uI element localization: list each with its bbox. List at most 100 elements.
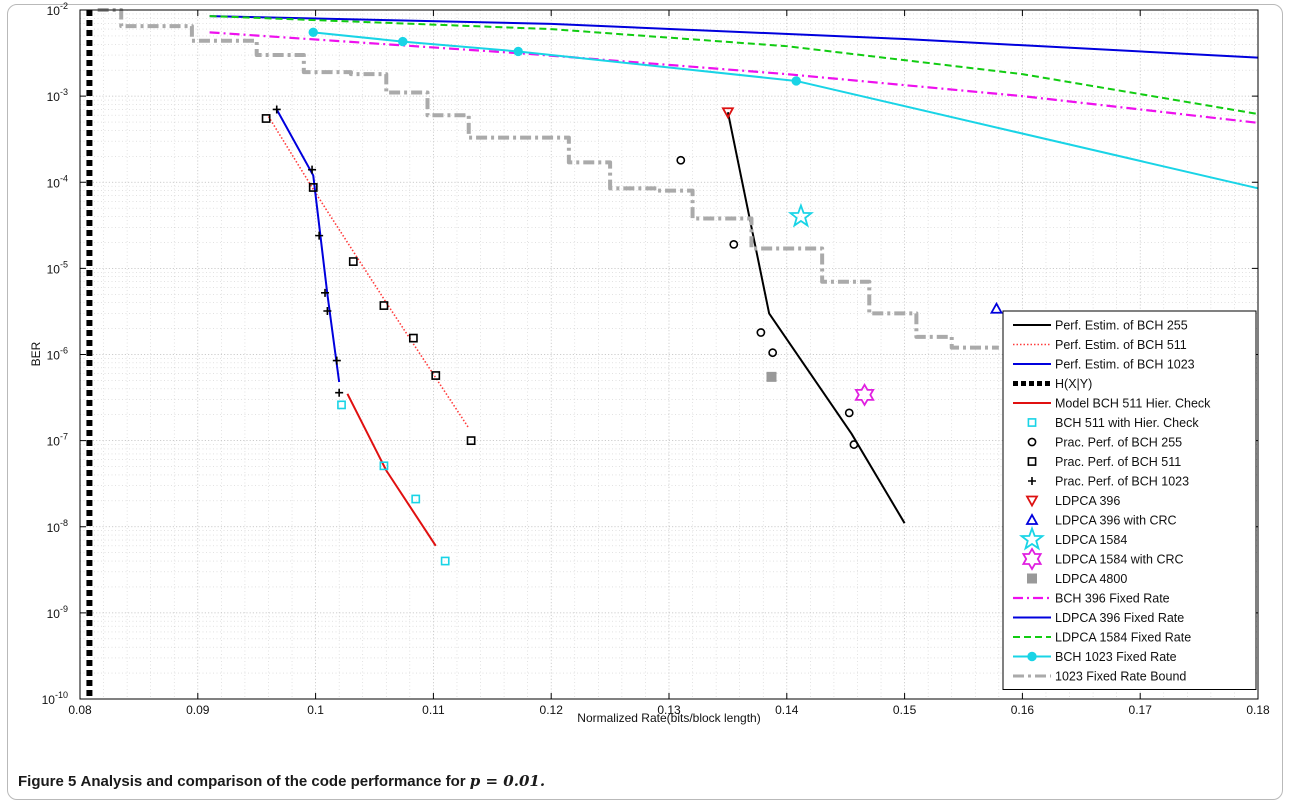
data-point bbox=[261, 114, 271, 123]
y-tick-label: 10-2 bbox=[47, 1, 68, 18]
series-1 bbox=[267, 116, 470, 429]
legend-label: Perf. Estim. of BCH 511 bbox=[1055, 338, 1187, 352]
grid bbox=[79, 9, 1259, 700]
legend-swatch-marker bbox=[1021, 547, 1043, 571]
legend: Perf. Estim. of BCH 255 Perf. Estim. of B… bbox=[1002, 310, 1257, 690]
series-17 bbox=[308, 27, 1259, 190]
x-tick-label: 0.16 bbox=[1011, 703, 1035, 717]
axis-ticks: 0.08 0.09 0.1 0.11 0.12 0.13 0.14 0.15 0.16 0.17 0… bbox=[42, 1, 1270, 717]
y-axis-title: BER bbox=[29, 341, 43, 366]
y-tick-label: 10-10 bbox=[42, 690, 68, 707]
x-tick-label: 0.09 bbox=[186, 703, 210, 717]
series-0 bbox=[726, 112, 906, 524]
series-line bbox=[97, 8, 999, 350]
legend-swatch-marker bbox=[1027, 573, 1037, 584]
legend-label: LDPCA 396 bbox=[1055, 494, 1120, 508]
series-12 bbox=[854, 383, 875, 407]
y-tick-label: 10-6 bbox=[47, 346, 68, 363]
series-line bbox=[267, 116, 470, 429]
y-tick-label: 10-7 bbox=[47, 432, 68, 449]
legend-label: 1023 Fixed Rate Bound bbox=[1055, 670, 1186, 684]
y-tick-label: 10-8 bbox=[47, 518, 68, 535]
series-10 bbox=[989, 301, 1004, 314]
y-tick-label: 10-3 bbox=[47, 87, 68, 104]
series-6 bbox=[676, 155, 859, 449]
legend-label: BCH 1023 Fixed Rate bbox=[1055, 650, 1177, 664]
x-tick-label: 0.12 bbox=[540, 703, 564, 717]
data-point bbox=[431, 371, 441, 380]
data-point bbox=[332, 356, 341, 365]
data-point bbox=[308, 183, 318, 192]
caption-text: Analysis and comparison of the code perf… bbox=[80, 773, 466, 790]
y-tick-label: 10-5 bbox=[47, 259, 68, 276]
data-point bbox=[440, 556, 450, 566]
series-15 bbox=[209, 15, 1259, 59]
data-point bbox=[379, 301, 389, 310]
legend-item: Prac. Perf. of BCH 511 bbox=[1027, 455, 1181, 469]
x-axis-title: Normalized Rate(bits/block length) bbox=[577, 711, 760, 725]
data-point bbox=[411, 494, 421, 504]
legend-swatch-marker bbox=[1025, 495, 1039, 508]
legend-item: Prac. Perf. of BCH 1023 bbox=[1028, 475, 1189, 489]
data-point bbox=[321, 288, 330, 297]
y-tick-label: 10-4 bbox=[47, 173, 68, 190]
legend-swatch-marker bbox=[1027, 457, 1037, 466]
x-tick-label: 0.17 bbox=[1129, 703, 1153, 717]
series-5 bbox=[337, 400, 450, 566]
data-point bbox=[398, 36, 408, 47]
legend-label: Prac. Perf. of BCH 1023 bbox=[1055, 475, 1189, 489]
legend-item: LDPCA 396 Fixed Rate bbox=[1013, 611, 1184, 625]
series-4 bbox=[346, 393, 437, 547]
data-point bbox=[791, 76, 801, 86]
x-tick-label: 0.18 bbox=[1246, 703, 1270, 717]
legend-item: BCH 1023 Fixed Rate bbox=[1013, 650, 1177, 664]
series-line bbox=[209, 15, 1259, 59]
legend-label: Model BCH 511 Hier. Check bbox=[1055, 397, 1211, 411]
data-point bbox=[337, 400, 346, 410]
legend-item: LDPCA 396 bbox=[1025, 494, 1120, 508]
series-line bbox=[346, 393, 437, 547]
series-7 bbox=[261, 114, 476, 446]
data-point bbox=[335, 388, 344, 397]
legend-label: LDPCA 4800 bbox=[1055, 572, 1127, 586]
series-9 bbox=[721, 107, 735, 120]
series-11 bbox=[787, 202, 814, 228]
series-14 bbox=[209, 31, 1259, 124]
data-point bbox=[768, 348, 778, 358]
legend-item: LDPCA 1584 with CRC bbox=[1021, 547, 1184, 571]
x-tick-label: 0.14 bbox=[775, 703, 799, 717]
legend-item: Perf. Estim. of BCH 511 bbox=[1013, 338, 1187, 352]
x-tick-label: 0.13 bbox=[657, 703, 681, 717]
legend-item: Model BCH 511 Hier. Check bbox=[1013, 397, 1211, 411]
series-2 bbox=[275, 108, 341, 383]
legend-item: BCH 396 Fixed Rate bbox=[1013, 592, 1170, 606]
data-point bbox=[721, 107, 735, 120]
legend-item: Perf. Estim. of BCH 255 bbox=[1013, 319, 1188, 333]
data-point bbox=[676, 155, 686, 165]
series-line bbox=[726, 112, 906, 524]
legend-label: Prac. Perf. of BCH 255 bbox=[1055, 436, 1182, 450]
data-point bbox=[308, 27, 318, 38]
y-tick-label: 10-9 bbox=[47, 604, 68, 621]
data-point bbox=[756, 328, 766, 337]
series-line bbox=[313, 31, 1259, 190]
legend-label: BCH 511 with Hier. Check bbox=[1055, 416, 1199, 430]
data-point bbox=[729, 239, 739, 249]
x-tick-label: 0.1 bbox=[307, 703, 324, 717]
legend-label: LDPCA 1584 bbox=[1055, 533, 1127, 547]
legend-item: 1023 Fixed Rate Bound bbox=[1013, 670, 1186, 684]
data-point bbox=[272, 105, 281, 114]
series-8 bbox=[272, 105, 344, 397]
series-layer bbox=[86, 8, 1259, 699]
legend-label: Prac. Perf. of BCH 511 bbox=[1055, 455, 1181, 469]
legend-label: BCH 396 Fixed Rate bbox=[1055, 592, 1170, 606]
legend-label: LDPCA 1584 with CRC bbox=[1055, 553, 1184, 567]
legend-box bbox=[1002, 310, 1257, 690]
legend-swatch-marker bbox=[1027, 437, 1037, 447]
legend-swatch-marker bbox=[1025, 513, 1039, 525]
data-point bbox=[408, 333, 418, 343]
legend-swatch-marker bbox=[1019, 525, 1045, 551]
legend-item: LDPCA 4800 bbox=[1027, 572, 1127, 586]
data-point bbox=[348, 257, 358, 266]
